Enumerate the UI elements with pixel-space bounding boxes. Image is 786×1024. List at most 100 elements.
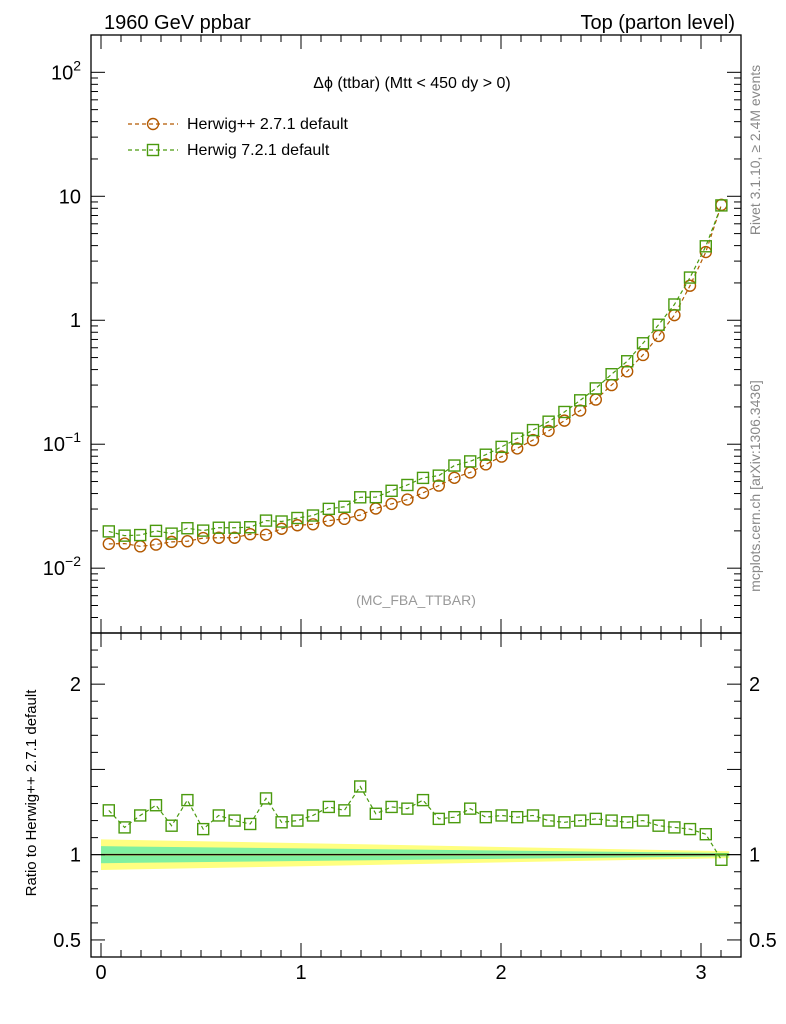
y-tick-label: 10 bbox=[59, 186, 81, 208]
herwigpp-point bbox=[243, 527, 257, 541]
herwigpp-point bbox=[291, 519, 304, 532]
herwigpp-point bbox=[448, 471, 461, 484]
ratio-herwig7-point bbox=[668, 821, 681, 834]
herwigpp-point bbox=[322, 514, 335, 527]
x-tick-label: 0 bbox=[95, 962, 106, 984]
ratio-herwig7-point bbox=[401, 802, 414, 815]
ratio-herwig7-point bbox=[275, 816, 288, 829]
axis-ticks: 0 1 2 3 10−2 10−1 1 10 102 0.5 0.5 1 1 2 2 bbox=[43, 34, 777, 984]
herwig7-point bbox=[495, 440, 508, 454]
herwig7-point bbox=[479, 448, 492, 461]
herwig7-point bbox=[401, 478, 414, 492]
herwig7-point bbox=[133, 528, 147, 542]
herwig7-point bbox=[369, 490, 382, 504]
herwigpp-point bbox=[542, 424, 555, 438]
herwigpp-point bbox=[354, 508, 367, 522]
ratio-y-axis-label: Ratio to Herwig++ 2.7.1 default bbox=[23, 689, 40, 897]
x-tick-label: 3 bbox=[695, 962, 706, 984]
herwig7-point bbox=[259, 514, 273, 527]
herwigpp-point bbox=[401, 493, 414, 506]
herwig7-point bbox=[589, 382, 602, 395]
x-tick-label: 1 bbox=[295, 962, 306, 984]
herwigpp-point bbox=[369, 502, 382, 515]
herwig7-point bbox=[416, 471, 430, 485]
ratio-herwig7-point bbox=[621, 816, 634, 829]
herwigpp-point bbox=[668, 308, 681, 322]
herwig7-point bbox=[196, 524, 210, 537]
ratio-uncertainty-bands bbox=[91, 839, 741, 871]
ratio-herwig7-point bbox=[526, 809, 540, 822]
herwigpp-point bbox=[385, 497, 398, 511]
herwig7-point bbox=[699, 240, 712, 253]
ratio-herwig7-point bbox=[715, 853, 728, 866]
ratio-herwig7-point bbox=[259, 792, 273, 805]
ratio-herwig7-point bbox=[479, 810, 492, 824]
ratio-y-tick-label-right: 1 bbox=[749, 845, 760, 867]
ratio-herwig7-point bbox=[369, 807, 382, 820]
ratio-herwig7-point bbox=[322, 800, 335, 814]
legend-label-herwig7: Herwig 7.2.1 default bbox=[187, 142, 330, 159]
herwigpp-point bbox=[212, 531, 226, 544]
ratio-herwig7-point bbox=[385, 800, 398, 814]
ratio-herwig7-point bbox=[133, 809, 147, 822]
ratio-y-tick-label-right: 2 bbox=[749, 674, 760, 696]
ratio-herwig7-point bbox=[165, 819, 178, 832]
ratio-series-group bbox=[102, 780, 728, 866]
herwigpp-point bbox=[715, 198, 728, 212]
herwig7-point bbox=[118, 529, 131, 542]
legend-label-herwigpp: Herwig++ 2.7.1 default bbox=[187, 116, 349, 133]
ratio-herwig7-point bbox=[542, 814, 555, 827]
herwig7-point bbox=[338, 500, 351, 513]
ratio-herwig7-point bbox=[181, 793, 194, 807]
herwig7-point bbox=[574, 394, 587, 407]
herwigpp-point bbox=[275, 522, 288, 535]
herwig7-point bbox=[385, 484, 398, 497]
herwig7-point bbox=[243, 521, 257, 534]
herwig7-point bbox=[464, 455, 477, 468]
header-right: Top (parton level) bbox=[580, 12, 735, 34]
ratio-herwig7-point bbox=[338, 804, 351, 817]
herwigpp-point bbox=[259, 528, 273, 541]
herwig7-point bbox=[448, 459, 461, 472]
legend-marker-herwigpp bbox=[146, 117, 160, 131]
ratio-herwig7-point bbox=[102, 804, 116, 817]
herwig7-point bbox=[181, 522, 194, 535]
herwigpp-point bbox=[416, 486, 430, 500]
herwig7-point bbox=[149, 524, 163, 538]
herwig7-point bbox=[228, 521, 241, 534]
herwigpp-point bbox=[306, 518, 320, 531]
ratio-herwig7-point bbox=[196, 822, 210, 836]
herwigpp-point bbox=[165, 535, 178, 549]
x-tick-label: 2 bbox=[495, 962, 506, 984]
ratio-herwig7-point bbox=[416, 793, 430, 807]
ratio-herwig7-point bbox=[228, 814, 241, 827]
ratio-plot-frame bbox=[90, 632, 742, 958]
herwig7-line bbox=[108, 205, 722, 537]
herwig7-point bbox=[322, 502, 335, 516]
herwig7-point bbox=[432, 469, 445, 482]
ratio-y-tick-label-left: 1 bbox=[70, 845, 81, 867]
ratio-herwig7-point bbox=[652, 819, 665, 832]
herwig7-point bbox=[605, 368, 618, 381]
herwigpp-point bbox=[149, 538, 163, 551]
analysis-label: (MC_FBA_TTBAR) bbox=[356, 592, 476, 608]
herwigpp-point bbox=[181, 535, 194, 548]
herwig7-point bbox=[542, 415, 555, 428]
herwig7-point bbox=[165, 527, 178, 540]
ratio-frame-border bbox=[90, 632, 742, 958]
y-tick-label: 1 bbox=[70, 310, 81, 332]
herwig7-point bbox=[668, 298, 681, 311]
herwigpp-point bbox=[196, 531, 210, 545]
ratio-herwig7-point bbox=[432, 812, 445, 826]
herwigpp-point bbox=[338, 512, 351, 526]
herwigpp-point bbox=[652, 329, 665, 343]
ratio-herwig7-point bbox=[448, 810, 461, 824]
legend: Herwig++ 2.7.1 default Herwig 7.2.1 defa… bbox=[128, 116, 349, 159]
header-left: 1960 GeV ppbar bbox=[104, 12, 251, 34]
herwig7-point bbox=[102, 525, 116, 538]
herwig7-point bbox=[526, 423, 540, 437]
herwig7-point bbox=[306, 509, 320, 522]
herwig7-point bbox=[715, 199, 728, 212]
y-tick-label: 10−2 bbox=[43, 553, 81, 580]
